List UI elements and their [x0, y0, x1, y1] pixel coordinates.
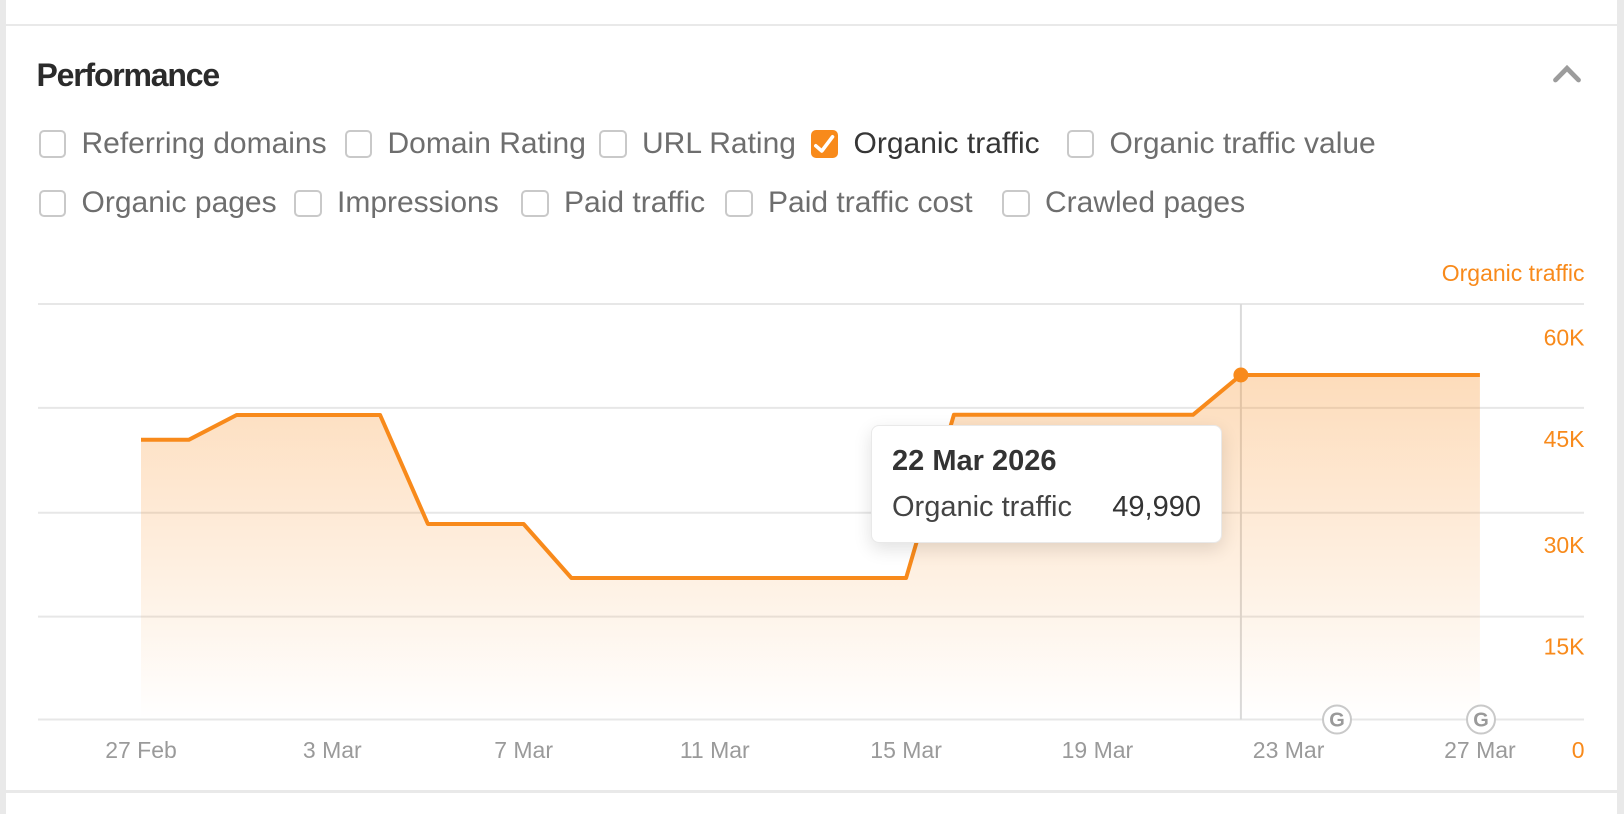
svg-text:0: 0: [1572, 737, 1585, 763]
svg-text:30K: 30K: [1544, 532, 1586, 558]
svg-text:15K: 15K: [1544, 633, 1586, 659]
svg-text:15 Mar: 15 Mar: [870, 737, 942, 763]
svg-text:45K: 45K: [1544, 426, 1586, 452]
svg-text:G: G: [1473, 710, 1489, 732]
svg-text:27 Mar: 27 Mar: [1444, 737, 1516, 763]
svg-text:7 Mar: 7 Mar: [494, 737, 553, 763]
svg-text:27 Feb: 27 Feb: [105, 737, 177, 763]
svg-text:19 Mar: 19 Mar: [1062, 737, 1134, 763]
svg-text:11 Mar: 11 Mar: [680, 737, 750, 763]
svg-text:G: G: [1329, 710, 1345, 732]
svg-text:23 Mar: 23 Mar: [1253, 737, 1325, 763]
svg-text:60K: 60K: [1544, 324, 1586, 350]
svg-text:3 Mar: 3 Mar: [303, 737, 362, 763]
svg-text:Organic traffic: Organic traffic: [1442, 260, 1585, 286]
